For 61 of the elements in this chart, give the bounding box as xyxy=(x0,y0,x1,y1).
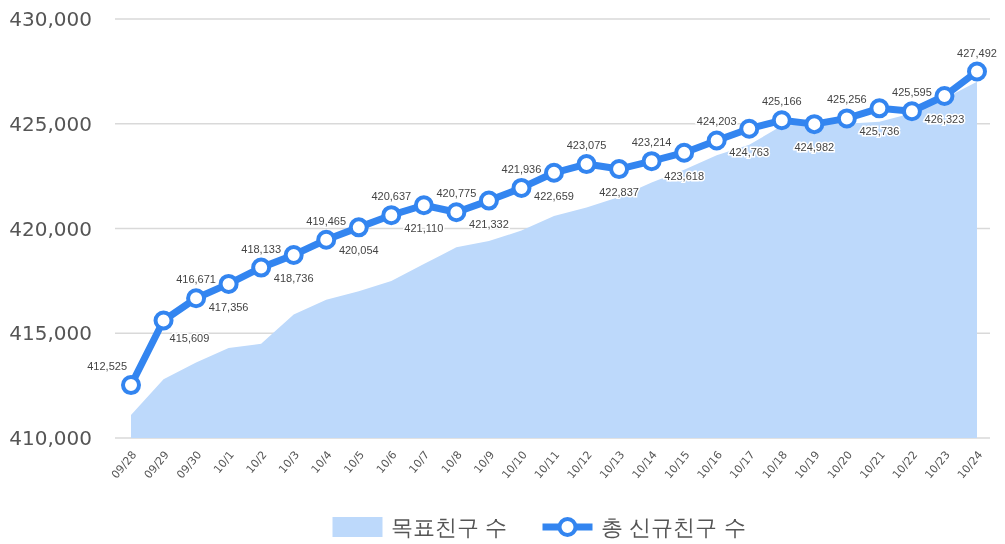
data-label: 415,609 xyxy=(169,332,210,345)
point xyxy=(283,244,304,265)
data-label: 418,736 xyxy=(273,271,314,284)
point xyxy=(544,162,564,183)
data-label: 412,525 xyxy=(87,360,127,373)
y-tick-label: 430,000 xyxy=(9,7,92,31)
data-label: 427,492 xyxy=(957,46,997,59)
legend-label: 총 신규친구 수 xyxy=(600,515,747,540)
y-tick-label: 410,000 xyxy=(9,426,92,450)
data-label: 420,054 xyxy=(338,244,379,257)
point xyxy=(836,108,857,129)
point xyxy=(576,154,597,175)
data-label: 417,356 xyxy=(208,300,249,313)
data-label: 419,465 xyxy=(306,214,347,227)
data-label: 422,659 xyxy=(534,189,574,202)
legend-label: 목표친구 수 xyxy=(390,515,508,540)
point xyxy=(901,101,922,122)
point xyxy=(153,310,174,331)
data-label: 421,332 xyxy=(469,217,509,230)
data-label: 424,982 xyxy=(794,141,835,154)
point xyxy=(641,151,662,172)
data-label: 423,075 xyxy=(566,139,607,152)
data-label: 425,256 xyxy=(826,93,867,106)
data-label: 423,618 xyxy=(664,169,705,182)
point xyxy=(413,195,434,216)
data-label: 421,936 xyxy=(501,162,542,175)
data-label: 423,214 xyxy=(631,136,672,149)
data-label: 418,133 xyxy=(241,242,282,255)
point xyxy=(934,86,955,107)
point xyxy=(869,98,890,119)
point xyxy=(967,61,987,82)
data-label: 424,763 xyxy=(729,145,770,158)
point xyxy=(186,288,207,309)
point xyxy=(674,142,695,163)
data-label: 421,110 xyxy=(404,222,444,235)
point xyxy=(511,177,532,198)
data-label: 420,637 xyxy=(371,190,412,203)
point xyxy=(609,159,630,180)
data-label: 420,775 xyxy=(436,187,477,200)
point xyxy=(771,110,792,131)
point xyxy=(316,229,337,250)
y-tick-label: 415,000 xyxy=(9,321,92,346)
point xyxy=(121,375,141,396)
point xyxy=(804,114,825,135)
point xyxy=(381,205,402,226)
point xyxy=(446,202,467,223)
data-label: 416,671 xyxy=(176,273,216,286)
point xyxy=(348,217,369,238)
y-tick-label: 420,000 xyxy=(9,216,92,241)
point xyxy=(706,130,727,151)
point xyxy=(478,190,499,211)
data-label: 425,736 xyxy=(859,125,900,138)
point xyxy=(218,273,239,294)
data-label: 425,595 xyxy=(892,86,932,99)
y-tick-label: 425,000 xyxy=(9,111,92,136)
data-label: 425,166 xyxy=(761,95,802,108)
point xyxy=(251,257,272,278)
data-label: 426,323 xyxy=(924,113,965,126)
data-label: 424,203 xyxy=(696,115,737,128)
data-label: 422,837 xyxy=(599,186,639,199)
point xyxy=(739,118,760,139)
